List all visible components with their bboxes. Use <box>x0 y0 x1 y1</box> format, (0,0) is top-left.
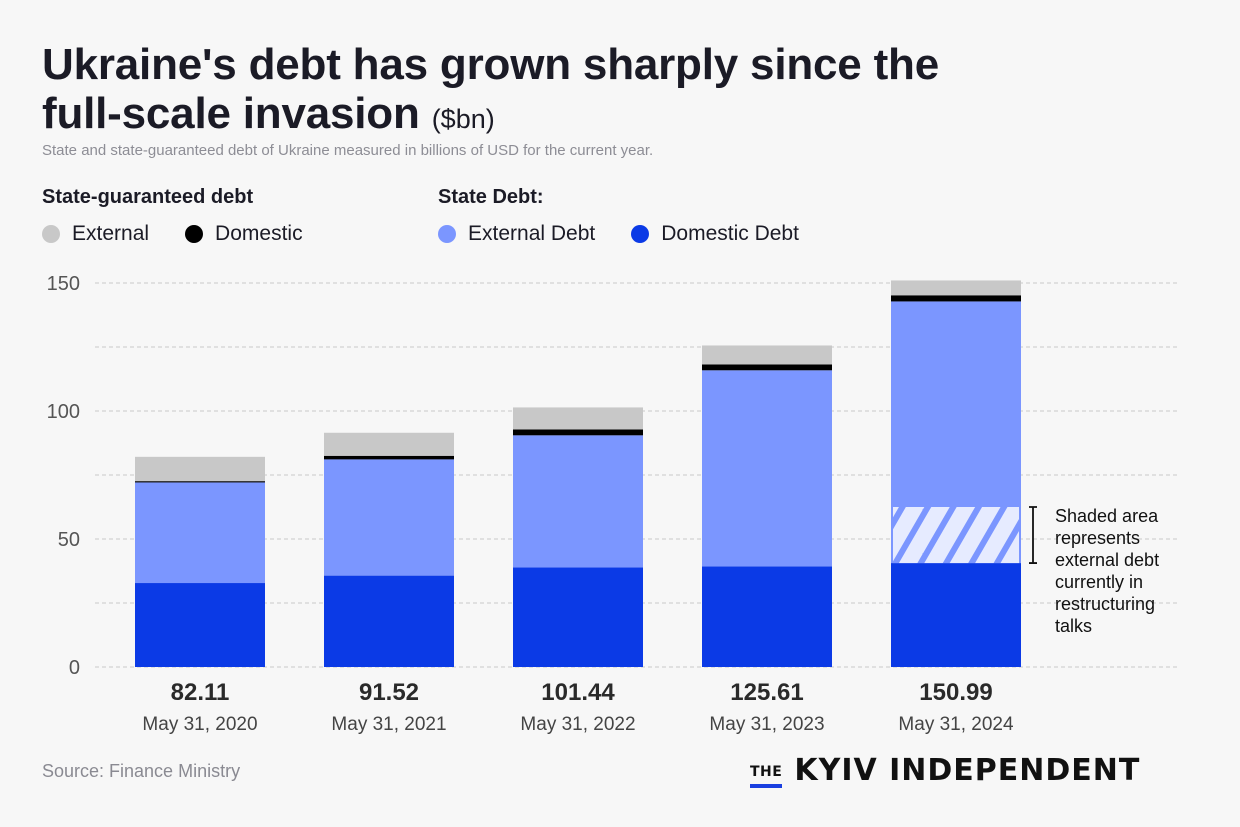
bars <box>135 280 1021 667</box>
y-tick-label: 0 <box>69 657 80 679</box>
x-tick-label: May 31, 2022 <box>520 714 635 735</box>
logo-the: THE <box>750 764 783 788</box>
bar-segment <box>324 459 454 576</box>
bar-total-label: 150.99 <box>919 679 992 706</box>
bar-segment <box>135 481 265 483</box>
legend-item-state-external: External Debt <box>438 222 595 246</box>
bar-segment <box>513 407 643 430</box>
legend-label: External <box>72 222 150 245</box>
title-unit: ($bn) <box>431 104 495 134</box>
legend-swatch-guaranteed-domestic <box>185 225 204 243</box>
bar-total-label: 125.61 <box>730 679 803 706</box>
title-text: Ukraine's debt has grown sharply since t… <box>42 40 939 138</box>
legend-state: State Debt: External Debt Domestic Debt <box>438 186 799 246</box>
legend-item-guaranteed-domestic: Domestic <box>185 222 303 246</box>
bar-total-label: 101.44 <box>541 679 615 706</box>
x-tick-label: May 31, 2021 <box>331 714 446 735</box>
bar-total-label: 91.52 <box>359 679 419 706</box>
annotation-line: currently in <box>1055 572 1143 592</box>
legend-label: Domestic <box>215 222 303 245</box>
legend-label: External Debt <box>468 222 596 245</box>
legend-swatch-guaranteed-external <box>42 225 60 243</box>
bar-segment <box>513 435 643 568</box>
restructuring-shaded-segment <box>893 507 1019 564</box>
bar-segment <box>702 345 832 365</box>
annotation-text: Shaded area represents external debt curren… <box>1055 506 1159 636</box>
bar-total-label: 82.11 <box>171 679 230 706</box>
logo-name: KYIV INDEPENDENT <box>794 753 1141 788</box>
kyiv-independent-logo: THE KYIV INDEPENDENT <box>750 754 1140 788</box>
y-tick-label: 50 <box>58 529 80 551</box>
bar-segment <box>135 482 265 584</box>
page-title: Ukraine's debt has grown sharply since t… <box>42 40 1002 144</box>
y-axis-ticks: 0 50 100 150 <box>47 273 80 679</box>
subtitle: State and state-guaranteed debt of Ukrai… <box>42 142 654 159</box>
bar-segment <box>702 370 832 567</box>
legend-label: Domestic Debt <box>661 222 799 245</box>
bar-segment <box>513 567 643 667</box>
legend-guaranteed-title: State-guaranteed debt <box>42 186 254 208</box>
x-tick-label: May 31, 2023 <box>709 714 824 735</box>
bar-stack <box>135 456 265 667</box>
annotation-line: external debt <box>1055 550 1159 570</box>
annotation-line: restructuring <box>1055 594 1155 614</box>
y-tick-label: 100 <box>47 401 80 423</box>
bar-segment <box>891 280 1021 296</box>
bar-segment <box>891 563 1021 667</box>
x-axis-labels: 82.11 May 31, 2020 91.52 May 31, 2021 101.44… <box>142 679 1014 735</box>
bar-stack <box>324 432 454 667</box>
x-tick-label: May 31, 2020 <box>142 714 257 735</box>
bar-stack <box>702 345 832 667</box>
legend-item-guaranteed-external: External <box>42 222 149 246</box>
legend-swatch-state-domestic <box>631 225 650 243</box>
annotation-line: Shaded area <box>1055 506 1159 526</box>
bar-segment <box>324 432 454 456</box>
bar-segment <box>513 429 643 436</box>
y-tick-label: 150 <box>47 273 80 295</box>
legend-state-title: State Debt: <box>438 186 544 208</box>
restructuring-annotation: Shaded area represents external debt curren… <box>1029 506 1159 636</box>
bar-segment <box>891 295 1021 302</box>
x-tick-label: May 31, 2024 <box>898 714 1014 735</box>
legend-guaranteed: State-guaranteed debt External Domestic <box>42 186 303 246</box>
bar-segment <box>324 455 454 460</box>
bar-segment <box>135 583 265 667</box>
bar-stack <box>513 407 643 667</box>
bar-stack <box>891 280 1021 667</box>
bar-segment <box>702 566 832 667</box>
annotation-line: talks <box>1055 616 1092 636</box>
annotation-line: represents <box>1055 528 1140 548</box>
legend-item-state-domestic: Domestic Debt <box>631 222 799 246</box>
bar-segment <box>702 364 832 371</box>
stacked-bar-chart: 0 50 100 150 82.11 May 31, 2020 91.52 May 31, … <box>47 273 1178 735</box>
bar-segment <box>135 456 265 482</box>
source-note: Source: Finance Ministry <box>42 761 241 781</box>
legend-swatch-state-external <box>438 225 456 243</box>
annotation-bracket-icon <box>1029 506 1037 564</box>
bar-segment <box>324 575 454 667</box>
